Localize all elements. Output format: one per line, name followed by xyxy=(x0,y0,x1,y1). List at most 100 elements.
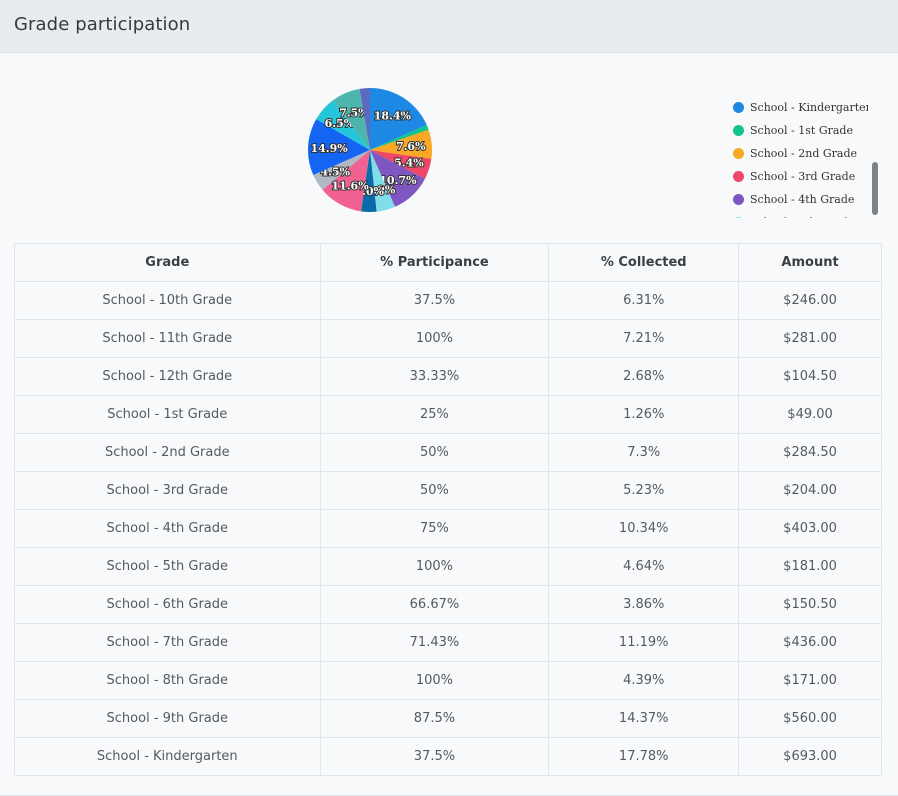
legend-dot xyxy=(733,148,744,159)
table-row: School - 6th Grade 66.67% 3.86% $150.50 xyxy=(14,585,882,624)
cell-collected: 14.37% xyxy=(548,699,740,738)
cell-grade: School - 1st Grade xyxy=(14,395,321,434)
legend-item[interactable]: School - 4th Grade xyxy=(733,188,868,211)
cell-participance: 37.5% xyxy=(319,737,550,776)
pie-slice-label: 14.9% xyxy=(311,142,349,155)
cell-participance: 25% xyxy=(319,395,550,434)
cell-amount: $560.00 xyxy=(738,699,882,738)
column-header-grade[interactable]: Grade xyxy=(14,243,321,282)
cell-collected: 4.64% xyxy=(548,547,740,586)
cell-amount: $150.50 xyxy=(738,585,882,624)
cell-participance: 100% xyxy=(319,319,550,358)
legend-scrollbar[interactable] xyxy=(872,162,878,215)
cell-collected: 17.78% xyxy=(548,737,740,776)
table-row: School - 11th Grade 100% 7.21% $281.00 xyxy=(14,319,882,358)
pie-slice[interactable] xyxy=(313,150,370,190)
cell-grade: School - 3rd Grade xyxy=(14,471,321,510)
cell-participance: 37.5% xyxy=(319,281,550,320)
cell-amount: $284.50 xyxy=(738,433,882,472)
cell-participance: 100% xyxy=(319,547,550,586)
grade-table: Grade % Participance % Collected Amount … xyxy=(14,243,882,776)
cell-grade: School - 10th Grade xyxy=(14,281,321,320)
pie-slice[interactable] xyxy=(361,150,377,212)
cell-grade: School - 12th Grade xyxy=(14,357,321,396)
cell-grade: School - 9th Grade xyxy=(14,699,321,738)
legend-item[interactable]: School - 2nd Grade xyxy=(733,142,868,165)
cell-participance: 87.5% xyxy=(319,699,550,738)
legend-dot xyxy=(733,171,744,182)
cell-collected: 4.39% xyxy=(548,661,740,700)
legend-label: School - 5th Grade xyxy=(750,216,854,218)
pie-slice[interactable] xyxy=(370,125,429,150)
table-row: School - 7th Grade 71.43% 11.19% $436.00 xyxy=(14,623,882,662)
cell-participance: 33.33% xyxy=(319,357,550,396)
table-row: School - 5th Grade 100% 4.64% $181.00 xyxy=(14,547,882,586)
cell-amount: $104.50 xyxy=(738,357,882,396)
cell-amount: $403.00 xyxy=(738,509,882,548)
cell-participance: 66.67% xyxy=(319,585,550,624)
pie-slice[interactable] xyxy=(370,129,432,159)
cell-grade: School - 11th Grade xyxy=(14,319,321,358)
cell-collected: 5.23% xyxy=(548,471,740,510)
cell-amount: $246.00 xyxy=(738,281,882,320)
legend-item[interactable]: School - Kindergarten xyxy=(733,96,868,119)
pie-slice-label: 10.7% xyxy=(379,174,417,187)
pie-slice-label: 5.4% xyxy=(394,157,424,170)
legend-item[interactable]: School - 1st Grade xyxy=(733,119,868,142)
pie-slice[interactable] xyxy=(359,88,370,150)
cell-amount: $171.00 xyxy=(738,661,882,700)
pie-slice-label: 11.6% xyxy=(331,180,369,193)
cell-grade: School - 5th Grade xyxy=(14,547,321,586)
pie-slice[interactable] xyxy=(322,150,370,212)
cell-amount: $693.00 xyxy=(738,737,882,776)
cell-collected: 3.86% xyxy=(548,585,740,624)
cell-amount: $49.00 xyxy=(738,395,882,434)
cell-grade: School - 4th Grade xyxy=(14,509,321,548)
cell-grade: School - 2nd Grade xyxy=(14,433,321,472)
legend-dot xyxy=(733,194,744,205)
pie-chart-area: 18.4% 7.6% 5.4% 10.7% 4.9% 4.0% 11.6% 4.5% 14.9%… xyxy=(0,70,898,230)
cell-amount: $181.00 xyxy=(738,547,882,586)
legend-label: School - 1st Grade xyxy=(750,124,853,137)
pie-slice-label: 4.5% xyxy=(320,166,350,179)
legend-dot xyxy=(733,102,744,113)
column-header-amount[interactable]: Amount xyxy=(738,243,882,282)
cell-collected: 10.34% xyxy=(548,509,740,548)
table-row: School - 3rd Grade 50% 5.23% $204.00 xyxy=(14,471,882,510)
cell-collected: 11.19% xyxy=(548,623,740,662)
table-row: School - 1st Grade 25% 1.26% $49.00 xyxy=(14,395,882,434)
table-body: School - 10th Grade 37.5% 6.31% $246.00 Scho… xyxy=(14,281,882,776)
column-header-participance[interactable]: % Participance xyxy=(319,243,550,282)
pie-slice[interactable] xyxy=(370,88,427,150)
cell-amount: $436.00 xyxy=(738,623,882,662)
cell-grade: School - 8th Grade xyxy=(14,661,321,700)
legend-label: School - 2nd Grade xyxy=(750,147,858,160)
cell-collected: 7.3% xyxy=(548,433,740,472)
cell-collected: 2.68% xyxy=(548,357,740,396)
table-row: School - 4th Grade 75% 10.34% $403.00 xyxy=(14,509,882,548)
pie-slice[interactable] xyxy=(332,88,370,150)
cell-participance: 71.43% xyxy=(319,623,550,662)
chart-legend[interactable]: School - Kindergarten School - 1st Grade S… xyxy=(733,96,868,218)
legend-dot xyxy=(733,125,744,136)
column-header-collected[interactable]: % Collected xyxy=(548,243,740,282)
pie-slice[interactable] xyxy=(370,150,395,212)
cell-amount: $281.00 xyxy=(738,319,882,358)
cell-participance: 75% xyxy=(319,509,550,548)
pie-slice-label: 18.4% xyxy=(374,110,412,123)
pie-slice[interactable] xyxy=(316,100,370,150)
cell-participance: 50% xyxy=(319,471,550,510)
card-title: Grade participation xyxy=(14,14,191,35)
legend-item[interactable]: School - 5th Grade xyxy=(733,211,868,218)
table-row: School - Kindergarten 37.5% 17.78% $693.00 xyxy=(14,737,882,776)
table-row: School - 9th Grade 87.5% 14.37% $560.00 xyxy=(14,699,882,738)
cell-participance: 50% xyxy=(319,433,550,472)
pie-slice-label: 7.6% xyxy=(396,140,426,153)
table-row: School - 12th Grade 33.33% 2.68% $104.50 xyxy=(14,357,882,396)
pie-slice[interactable] xyxy=(370,150,432,179)
legend-item[interactable]: School - 3rd Grade xyxy=(733,165,868,188)
pie-slice[interactable] xyxy=(308,119,370,175)
legend-label: School - Kindergarten xyxy=(750,101,868,114)
pie-slice[interactable] xyxy=(370,150,425,207)
